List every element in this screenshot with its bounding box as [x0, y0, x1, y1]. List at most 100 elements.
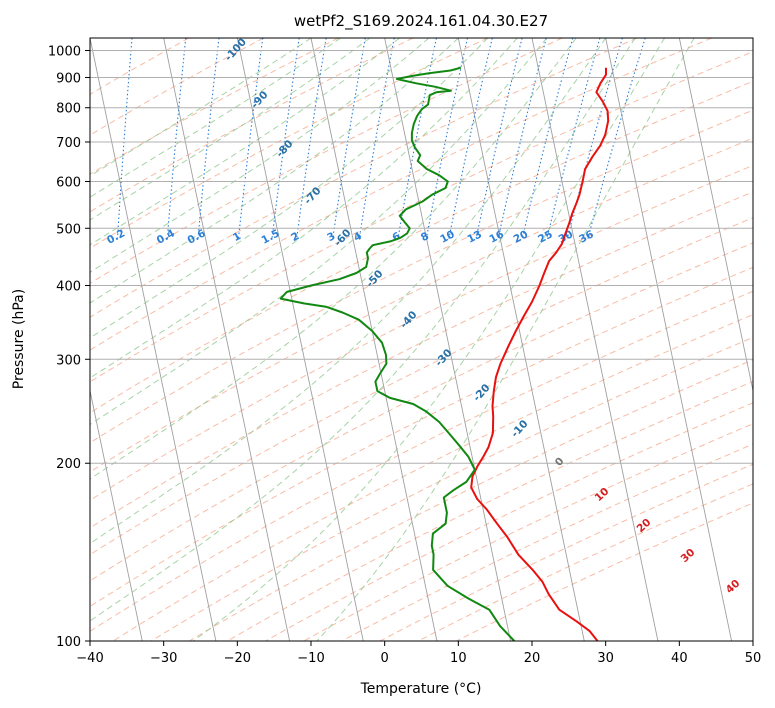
x-tick-label: 40	[671, 651, 688, 666]
mixing-ratio-line	[332, 38, 366, 239]
isotherm-line	[752, 38, 753, 41]
isotherm-label: -30	[433, 347, 455, 369]
mixing-ratio-line	[448, 38, 493, 239]
mixing-ratio-label: 16	[487, 228, 506, 245]
mixing-ratio-line	[271, 38, 300, 239]
moist-adiabat	[90, 38, 577, 480]
mixing-ratio-line	[566, 38, 623, 239]
x-tick-label: 0	[381, 651, 389, 666]
moist-adiabat	[90, 38, 607, 545]
moist-adiabat	[90, 38, 489, 339]
moist-adiabat-label: 10	[593, 485, 612, 504]
mixing-ratio-line	[425, 38, 469, 239]
dry-adiabat	[90, 217, 753, 556]
dry-adiabat	[112, 314, 753, 641]
x-tick-label: 30	[597, 651, 614, 666]
mixing-ratio-label: 25	[536, 228, 555, 245]
background-lines	[90, 38, 753, 641]
moist-adiabat	[192, 38, 666, 641]
dry-adiabat	[90, 38, 638, 318]
isotherm-label: -100	[223, 36, 250, 64]
isotherm-line	[531, 38, 659, 641]
moist-adiabat	[90, 38, 371, 221]
moist-adiabat	[90, 38, 518, 379]
mixing-ratio-label: 0.2	[105, 227, 127, 246]
moist-adiabat	[90, 38, 430, 273]
isotherm-line	[384, 38, 512, 641]
moist-adiabat	[90, 38, 400, 246]
mixing-ratio-label: 1	[231, 230, 243, 244]
pressure-gridlines	[90, 50, 753, 641]
x-tick-label: −20	[224, 651, 251, 666]
isotherm-line	[457, 38, 585, 641]
x-tick-label: −10	[297, 651, 324, 666]
moist-adiabat	[316, 38, 695, 641]
dry-adiabat	[90, 137, 753, 473]
chart-title: wetPf2_S169.2024.161.04.30.E27	[294, 12, 548, 31]
mixing-ratio-line	[475, 38, 523, 239]
y-axis-label: Pressure (hPa)	[11, 289, 27, 389]
y-tick-label: 400	[56, 279, 81, 294]
y-tick-label: 800	[56, 102, 81, 117]
mixing-ratio-line	[587, 38, 646, 239]
moist-adiabat-label: 30	[679, 546, 698, 565]
sounding-series	[279, 66, 610, 641]
temperature-line	[470, 67, 610, 641]
plot-frame	[89, 37, 754, 642]
mixing-ratio-line	[166, 38, 187, 239]
isotherm-label: 0	[553, 455, 567, 468]
y-tick-label: 900	[56, 72, 81, 87]
isotherm-line	[163, 38, 291, 641]
x-tick-label: 50	[745, 651, 762, 666]
dry-adiabat	[90, 38, 488, 249]
mixing-ratio-line	[197, 38, 220, 239]
y-tick-label: 500	[56, 222, 81, 237]
mixing-ratio-line	[521, 38, 574, 239]
dry-adiabat	[90, 242, 753, 582]
x-tick-label: 10	[450, 651, 467, 666]
y-tick-label: 1000	[48, 45, 81, 60]
dry-adiabat	[379, 463, 753, 641]
isotherm-line	[90, 388, 143, 641]
isotherm-line	[605, 38, 733, 641]
mixing-ratio-label: 20	[512, 228, 531, 245]
dewpoint-line	[279, 66, 516, 641]
y-tick-label: 100	[56, 635, 81, 650]
mixing-ratio-line	[237, 38, 264, 239]
y-axis-ticks: 100 200 300 400 500 600 700 800 900 1000	[48, 45, 90, 650]
mixing-ratio-label: 2	[289, 230, 301, 244]
moist-adiabat-label: 40	[724, 577, 743, 596]
dry-adiabat	[90, 38, 563, 284]
mixing-ratio-line	[296, 38, 327, 239]
dry-adiabat	[150, 336, 753, 641]
y-tick-label: 600	[56, 176, 81, 191]
dry-adiabat	[90, 51, 753, 383]
dry-adiabat	[90, 38, 264, 136]
moist-adiabat-label: 20	[635, 516, 654, 535]
isotherm-label: -80	[274, 138, 296, 160]
dry-adiabat	[90, 109, 753, 444]
isotherm-line	[678, 38, 753, 393]
mixing-ratio-line	[497, 38, 547, 239]
mixing-ratio-line	[546, 38, 601, 239]
dry-adiabat	[90, 38, 712, 351]
mixing-ratio-label: 8	[419, 230, 431, 244]
x-axis-label: Temperature (°C)	[360, 681, 482, 697]
x-axis-ticks: −40 −30 −20 −10 0 10 20 30 40 50	[76, 641, 761, 666]
isotherm-line	[310, 38, 438, 641]
dry-adiabat	[90, 191, 753, 529]
mixing-ratio-label: 0.4	[155, 227, 177, 246]
dry-adiabat	[90, 164, 753, 501]
moist-adiabat	[90, 38, 341, 198]
mixing-ratio-line	[397, 38, 437, 239]
dry-adiabat	[90, 38, 414, 213]
isotherm-line	[90, 38, 217, 641]
x-tick-label: 20	[524, 651, 541, 666]
moist-adiabat	[90, 38, 312, 177]
y-tick-label: 200	[56, 457, 81, 472]
y-tick-label: 300	[56, 353, 81, 368]
isotherm-line	[236, 38, 364, 641]
moist-adiabat	[90, 38, 459, 304]
dry-adiabat	[90, 290, 753, 632]
